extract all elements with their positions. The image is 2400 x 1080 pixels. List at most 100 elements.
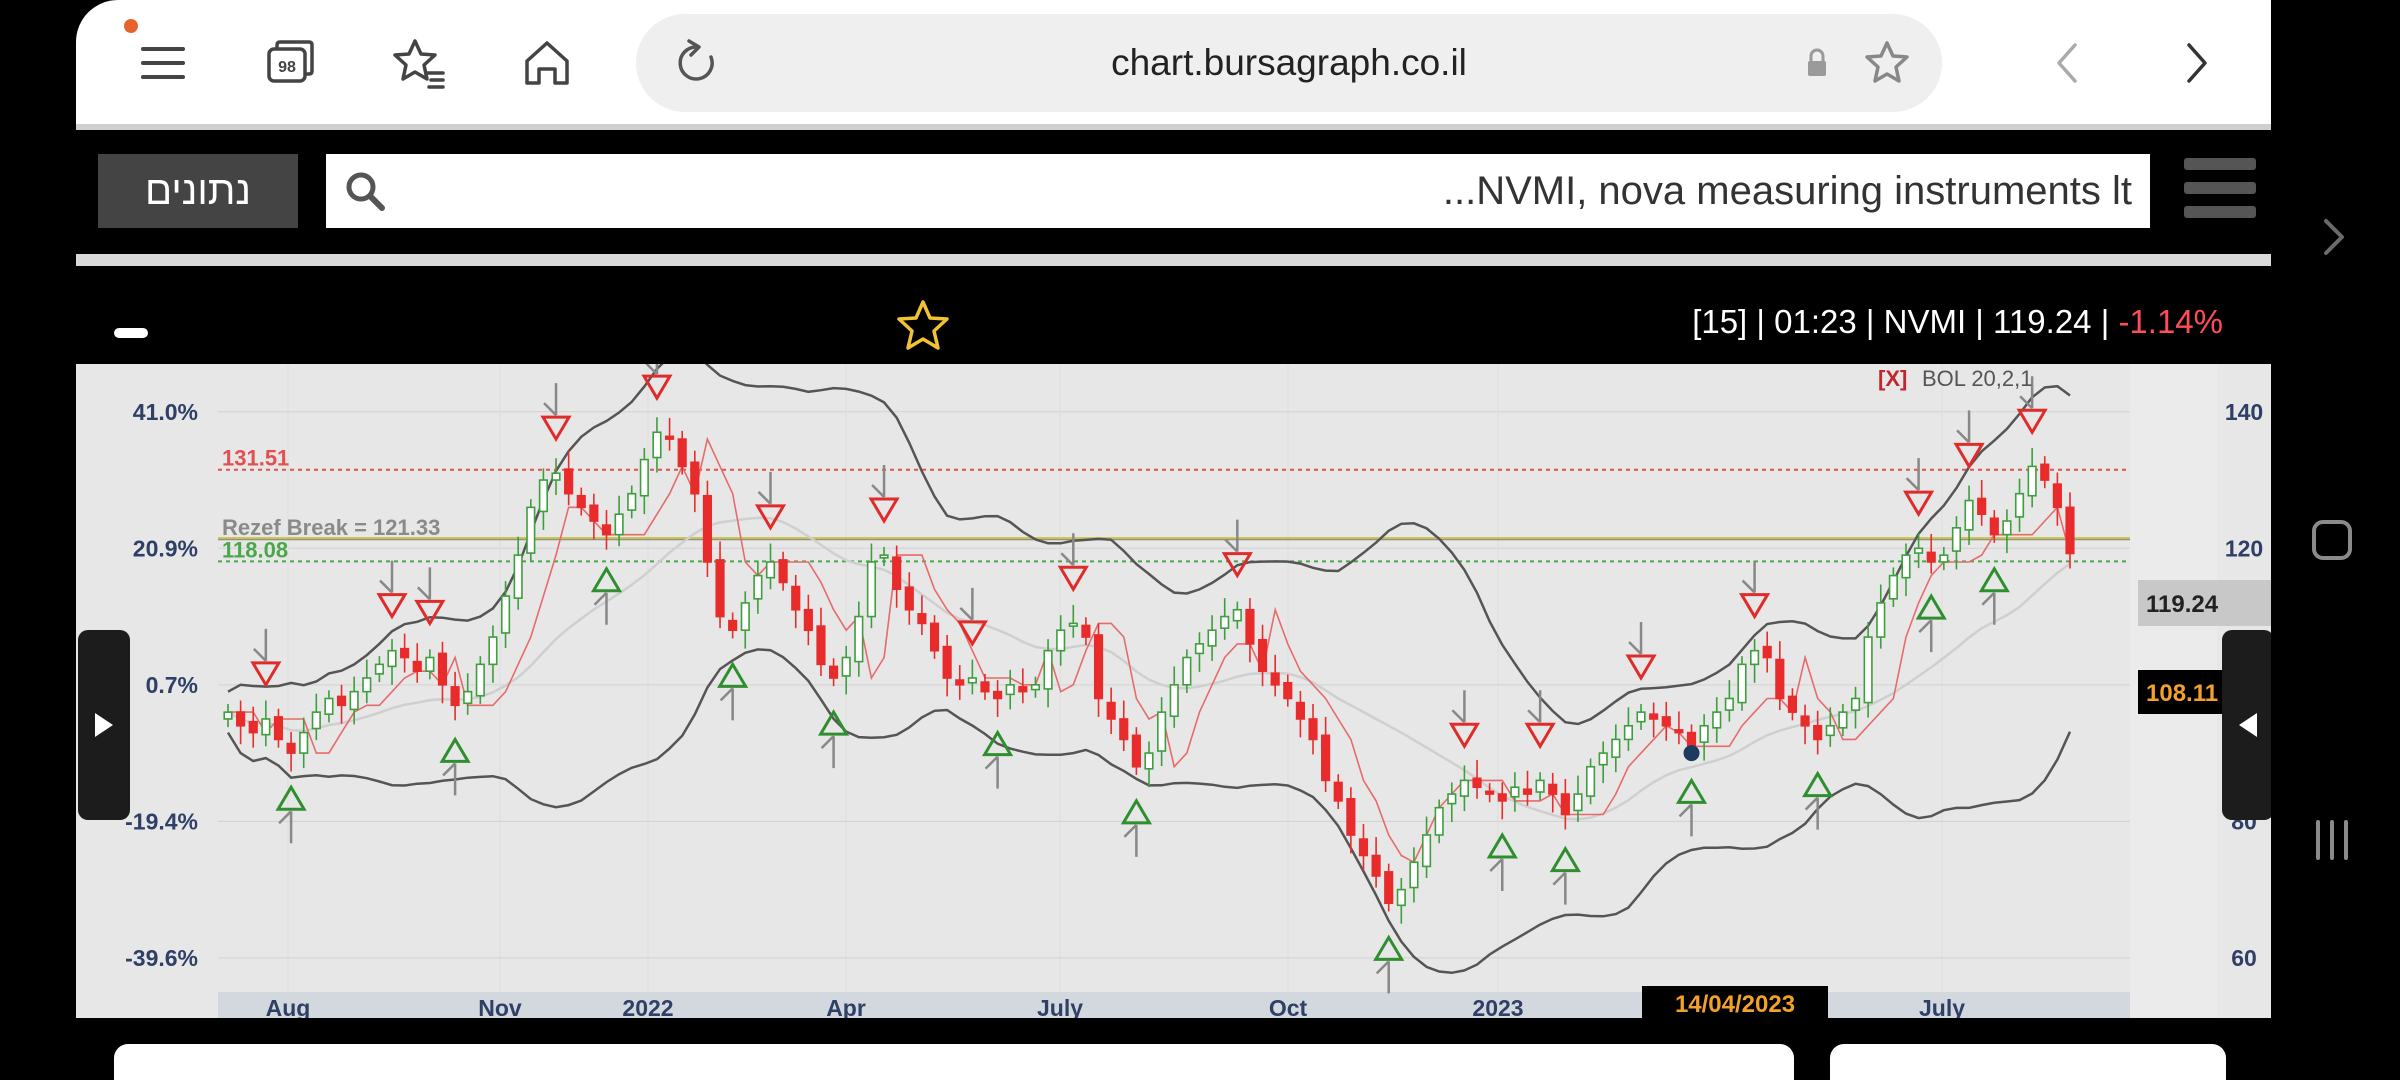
candle-body (1674, 729, 1684, 734)
bottom-panel-secondary (1830, 1044, 2226, 1080)
search-value[interactable]: ...NVMI, nova measuring instruments lt (1442, 169, 2132, 213)
candle-body (1485, 790, 1495, 795)
candle-body (1144, 752, 1154, 770)
x-axis-tick: 2023 (1472, 995, 1523, 1018)
up-arrow-marker (1123, 823, 1138, 857)
sell-signal-marker (956, 620, 988, 647)
candle-body (488, 636, 498, 666)
sell-signal-marker (1953, 442, 1985, 470)
candle-body (1131, 734, 1141, 768)
down-arrow-marker (1628, 622, 1643, 655)
candle-body (1737, 663, 1747, 704)
bookmarks-star-icon[interactable] (386, 30, 452, 96)
up-arrow-marker (1552, 871, 1567, 905)
candle-body (1661, 716, 1671, 727)
candle-body (400, 647, 410, 659)
candle-body (1623, 724, 1634, 741)
candle-body (1838, 711, 1848, 729)
candle-body (475, 663, 485, 697)
candle-body (500, 595, 511, 634)
sell-signal-marker (1524, 722, 1556, 750)
ticker-summary: [15] | 01:23 | NVMI | 119.24 | (1692, 303, 2119, 340)
right-axis-tick: 140 (2225, 399, 2263, 425)
chart-scroll-left-button[interactable] (78, 630, 130, 820)
trailing-stop-line (228, 436, 2071, 864)
home-icon[interactable] (514, 30, 580, 96)
candle-body (664, 435, 675, 440)
sell-signal-marker (641, 374, 673, 402)
url-text[interactable]: chart.bursagraph.co.il (1111, 42, 1467, 83)
tabs-count: 98 (278, 59, 296, 76)
candle-body (854, 615, 864, 663)
candle-body (1182, 656, 1192, 686)
forward-arrow-icon[interactable] (2162, 30, 2228, 96)
back-arrow-icon[interactable] (2036, 30, 2102, 96)
address-bar[interactable]: chart.bursagraph.co.il (636, 14, 1942, 112)
indicator-close-button[interactable]: [X] (1878, 366, 1907, 391)
candle-body (437, 652, 448, 686)
dividend-marker (1683, 745, 1700, 762)
candle-body (1535, 779, 1545, 793)
down-arrow-marker (1224, 519, 1239, 553)
candle-body (803, 608, 813, 632)
toolbar-divider (76, 124, 2271, 130)
star-outline-icon[interactable] (1854, 30, 1920, 96)
buy-signal-marker (1802, 770, 1834, 798)
reload-icon[interactable] (664, 30, 730, 96)
data-button[interactable]: נתונים (98, 154, 298, 228)
candle-body (765, 561, 776, 579)
symbol-search-field[interactable]: ...NVMI, nova measuring instruments lt (326, 154, 2150, 228)
hamburger-menu-icon[interactable] (130, 30, 196, 96)
candle-body (1649, 713, 1659, 720)
candle-body (690, 461, 700, 495)
up-arrow-marker (1678, 803, 1693, 837)
sell-signal-marker (1738, 593, 1771, 620)
candle-body (513, 554, 523, 599)
candle-body (1724, 697, 1734, 711)
candle-body (387, 649, 397, 668)
chart-scroll-right-button[interactable] (2222, 630, 2271, 820)
buy-signal-marker (817, 709, 850, 736)
buy-signal-marker (1486, 832, 1518, 859)
chart-canvas[interactable]: 14041.0%12020.9%1000.7%80-19.4%60-39.6%A… (76, 364, 2271, 1018)
candle-body (564, 468, 574, 495)
candle-body (1459, 779, 1469, 797)
favorite-star-icon[interactable] (894, 298, 952, 356)
left-axis-tick: 41.0% (133, 399, 198, 425)
candle-body (1056, 629, 1066, 652)
candle-body (652, 431, 662, 459)
system-recents-icon[interactable] (2300, 808, 2364, 872)
buy-signal-marker (275, 784, 307, 811)
candle-body (1005, 684, 1015, 696)
left-axis-tick: -39.6% (125, 945, 198, 971)
system-home-icon[interactable] (2300, 508, 2364, 572)
sell-signal-marker (250, 661, 282, 688)
candle-body (816, 625, 826, 666)
candle-body (1396, 888, 1406, 907)
down-arrow-marker (1451, 690, 1466, 724)
sell-signal-marker (868, 497, 900, 524)
candle-body (299, 731, 309, 754)
search-icon[interactable] (342, 168, 388, 214)
sell-signal-marker (2016, 408, 2048, 436)
tabs-count-icon[interactable]: 98 (258, 30, 324, 96)
app-header: נתונים ...NVMI, nova measuring instrumen… (76, 130, 2271, 260)
candle-body (1800, 715, 1810, 727)
candle-body (967, 677, 977, 684)
sell-signal-marker (1902, 490, 1935, 518)
candle-body (639, 458, 649, 497)
candle-body (1257, 638, 1268, 672)
collapse-icon[interactable] (114, 328, 148, 338)
candle-body (829, 665, 839, 679)
candle-body (1762, 645, 1772, 659)
candle-body (1207, 629, 1217, 647)
candle-body (1333, 781, 1343, 802)
price-chart[interactable]: 14041.0%12020.9%1000.7%80-19.4%60-39.6%A… (76, 364, 2271, 1018)
hamburger-icon[interactable] (2184, 158, 2256, 222)
candle-body (450, 686, 460, 707)
down-arrow-marker (1527, 690, 1542, 724)
candle-body (1989, 517, 1999, 536)
browser-toolbar: 98 chart.bursagraph.co.il (76, 0, 2271, 124)
system-forward-icon[interactable] (2300, 205, 2364, 269)
candle-body (1686, 731, 1697, 748)
